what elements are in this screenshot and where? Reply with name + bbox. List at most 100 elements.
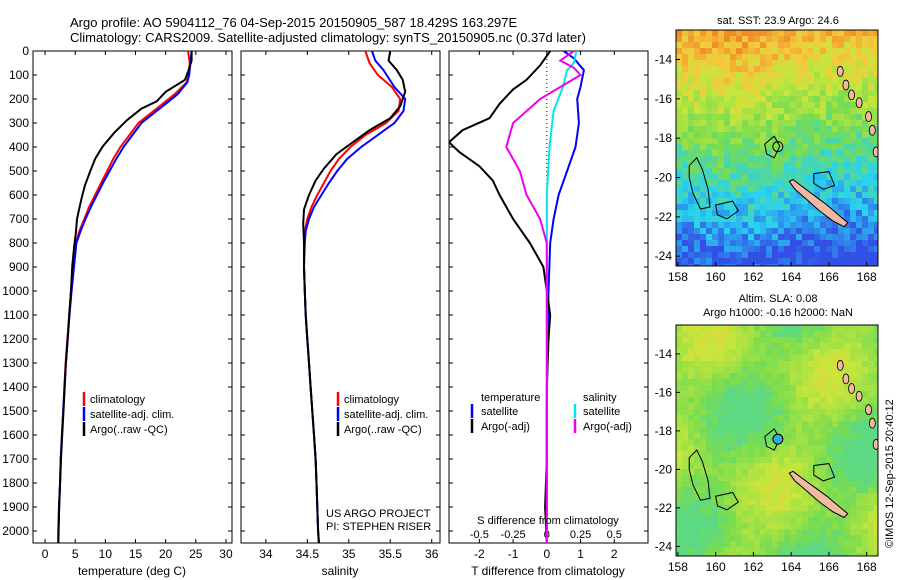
map-cell (754, 180, 760, 186)
map-cell (748, 138, 754, 144)
map-cell (826, 126, 832, 132)
map-cell (772, 174, 778, 180)
map-cell (850, 529, 856, 535)
map-cell (766, 331, 772, 337)
map-cell (688, 222, 694, 228)
map-cell (706, 54, 712, 60)
map-cell (814, 240, 820, 246)
map-cell (772, 337, 778, 343)
map-cell (706, 222, 712, 228)
map-cell (796, 258, 802, 264)
map-cell (706, 126, 712, 132)
map-cell (700, 343, 706, 349)
map-cell (682, 192, 688, 198)
map-cell (874, 48, 878, 54)
map-cell (772, 415, 778, 421)
map-cell (790, 102, 796, 108)
map-cell (682, 511, 688, 517)
map-cell (742, 493, 748, 499)
map-cell (688, 481, 694, 487)
map-cell (814, 114, 820, 120)
map-cell (826, 517, 832, 523)
map-cell (694, 168, 700, 174)
map-cell (784, 409, 790, 415)
map-cell (790, 138, 796, 144)
map-cell (718, 409, 724, 415)
map-cell (706, 481, 712, 487)
map-cell (718, 415, 724, 421)
map-cell (706, 391, 712, 397)
map-cell (856, 325, 862, 331)
map-cell (706, 385, 712, 391)
map-cell (688, 499, 694, 505)
map-cell (736, 457, 742, 463)
map-cell (844, 186, 850, 192)
map-cell (814, 469, 820, 475)
map-cell (844, 36, 850, 42)
map-cell (856, 517, 862, 523)
map-cell (760, 367, 766, 373)
map-cell (748, 204, 754, 210)
map-cell (856, 373, 862, 379)
map-cell (754, 54, 760, 60)
map-cell (862, 427, 868, 433)
map-cell (772, 192, 778, 198)
map-cell (754, 529, 760, 535)
map-cell (778, 114, 784, 120)
map-cell (706, 252, 712, 258)
map-cell (682, 427, 688, 433)
map-cell (838, 553, 844, 556)
map-cell (862, 84, 868, 90)
map-cell (718, 222, 724, 228)
y-tick-label: 1400 (2, 380, 29, 394)
map-cell (862, 246, 868, 252)
map-cell (724, 343, 730, 349)
map-cell (730, 192, 736, 198)
map-cell (736, 523, 742, 529)
map-cell (784, 234, 790, 240)
map-cell (736, 343, 742, 349)
map-cell (688, 114, 694, 120)
map-cell (784, 66, 790, 72)
map-cell (766, 553, 772, 556)
map-cell (736, 463, 742, 469)
x-tick-label: 35.5 (379, 547, 403, 561)
map-cell (766, 234, 772, 240)
map-cell (712, 397, 718, 403)
map-cell (754, 204, 760, 210)
map-cell (820, 54, 826, 60)
map-cell (736, 361, 742, 367)
map-cell (850, 60, 856, 66)
map-cell (754, 523, 760, 529)
map-cell (700, 421, 706, 427)
map-cell (856, 30, 862, 36)
map-cell (754, 210, 760, 216)
map-cell (718, 439, 724, 445)
map-cell (736, 204, 742, 210)
series-line-argo-adj- (505, 51, 583, 543)
map-cell (850, 337, 856, 343)
map-cell (730, 234, 736, 240)
map-cell (850, 36, 856, 42)
map-cell (724, 156, 730, 162)
map-cell (754, 186, 760, 192)
map-cell (742, 385, 748, 391)
map-cell (700, 84, 706, 90)
map-cell (766, 246, 772, 252)
map-cell (862, 325, 868, 331)
map-cell (874, 102, 878, 108)
map-cell (832, 78, 838, 84)
map-cell (862, 469, 868, 475)
map-cell (730, 210, 736, 216)
map-cell (844, 331, 850, 337)
map-cell (766, 54, 772, 60)
map-cell (688, 90, 694, 96)
map-cell (766, 228, 772, 234)
map-cell (832, 487, 838, 493)
map-cell (856, 457, 862, 463)
map-cell (706, 529, 712, 535)
map-cell (850, 409, 856, 415)
map-cell (814, 180, 820, 186)
map-cell (826, 162, 832, 168)
map-cell (802, 391, 808, 397)
